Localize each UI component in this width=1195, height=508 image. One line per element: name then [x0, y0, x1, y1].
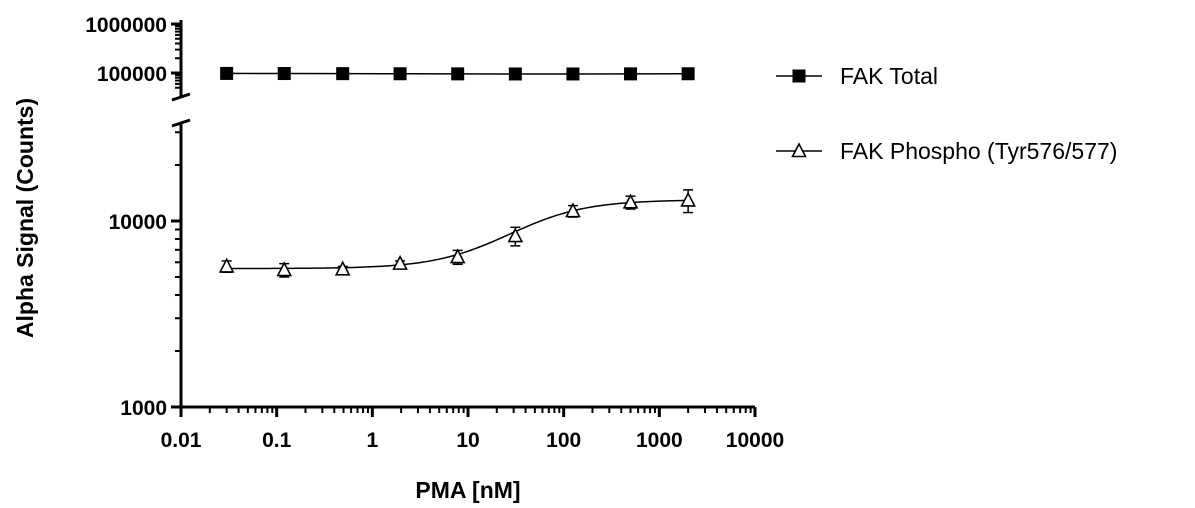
y-tick-label: 100000: [97, 63, 167, 86]
legend-marker-triangle: [791, 142, 807, 158]
data-point-fak-phospho: [622, 193, 639, 209]
y-axis-break-upper: [171, 92, 191, 102]
y-tick-label: 1000000: [85, 14, 167, 37]
data-point-fak-phospho: [507, 227, 524, 243]
data-point-fak-phospho: [449, 248, 466, 264]
legend: FAK Total FAK Phospho (Tyr576/577): [776, 63, 1117, 164]
data-point-fak-total: [566, 67, 580, 81]
data-marks: [218, 66, 696, 278]
data-point-fak-total: [393, 67, 407, 81]
x-tick-label: 1: [366, 429, 378, 452]
x-tick-label: 0.01: [161, 429, 202, 452]
data-point-fak-phospho: [334, 260, 351, 276]
data-point-fak-phospho: [680, 191, 696, 207]
x-tick-label: 100: [546, 429, 581, 452]
data-point-fak-phospho: [392, 254, 408, 270]
legend-label: FAK Total: [840, 63, 938, 89]
data-point-fak-total: [508, 67, 522, 81]
data-point-fak-total: [220, 66, 234, 80]
legend-marker-square: [792, 69, 806, 83]
x-tick-label: 1000: [636, 429, 683, 452]
axes: 1000 10000 100000 1000000 0.01 0.1 1 10 100 1000 1…: [85, 14, 784, 452]
legend-label: FAK Phospho (Tyr576/577): [840, 138, 1117, 164]
data-point-fak-phospho: [565, 202, 581, 218]
y-axis-break-lower: [171, 118, 191, 128]
data-point-fak-total: [277, 67, 291, 81]
x-axis-title: PMA [nM]: [415, 477, 520, 503]
data-point-fak-total: [451, 67, 465, 81]
x-tick-label: 10: [456, 429, 479, 452]
y-tick-label: 1000: [120, 397, 167, 420]
data-point-fak-total: [336, 67, 350, 81]
fit-curves: [226, 72, 689, 270]
y-tick-label: 10000: [109, 211, 167, 234]
data-point-fak-phospho: [276, 261, 293, 277]
data-point-fak-phospho: [218, 257, 235, 273]
y-axis-title: Alpha Signal (Counts): [12, 98, 38, 338]
data-point-fak-total: [681, 67, 695, 81]
x-tick-label: 0.1: [262, 429, 292, 452]
data-point-fak-total: [624, 67, 638, 81]
x-tick-label: 10000: [726, 429, 784, 452]
